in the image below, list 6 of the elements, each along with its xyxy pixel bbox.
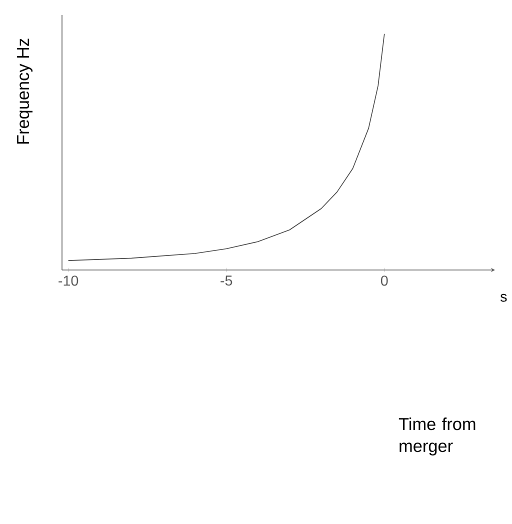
x-tick-label: 0 (380, 276, 388, 286)
text: Time from merger (398, 418, 476, 456)
x-tick-label: -5 (220, 276, 232, 286)
x-tick-label: -10 (58, 276, 78, 286)
y-axis-title: Frequency Hz (17, 38, 33, 144)
x-axis-title: s (500, 294, 507, 302)
